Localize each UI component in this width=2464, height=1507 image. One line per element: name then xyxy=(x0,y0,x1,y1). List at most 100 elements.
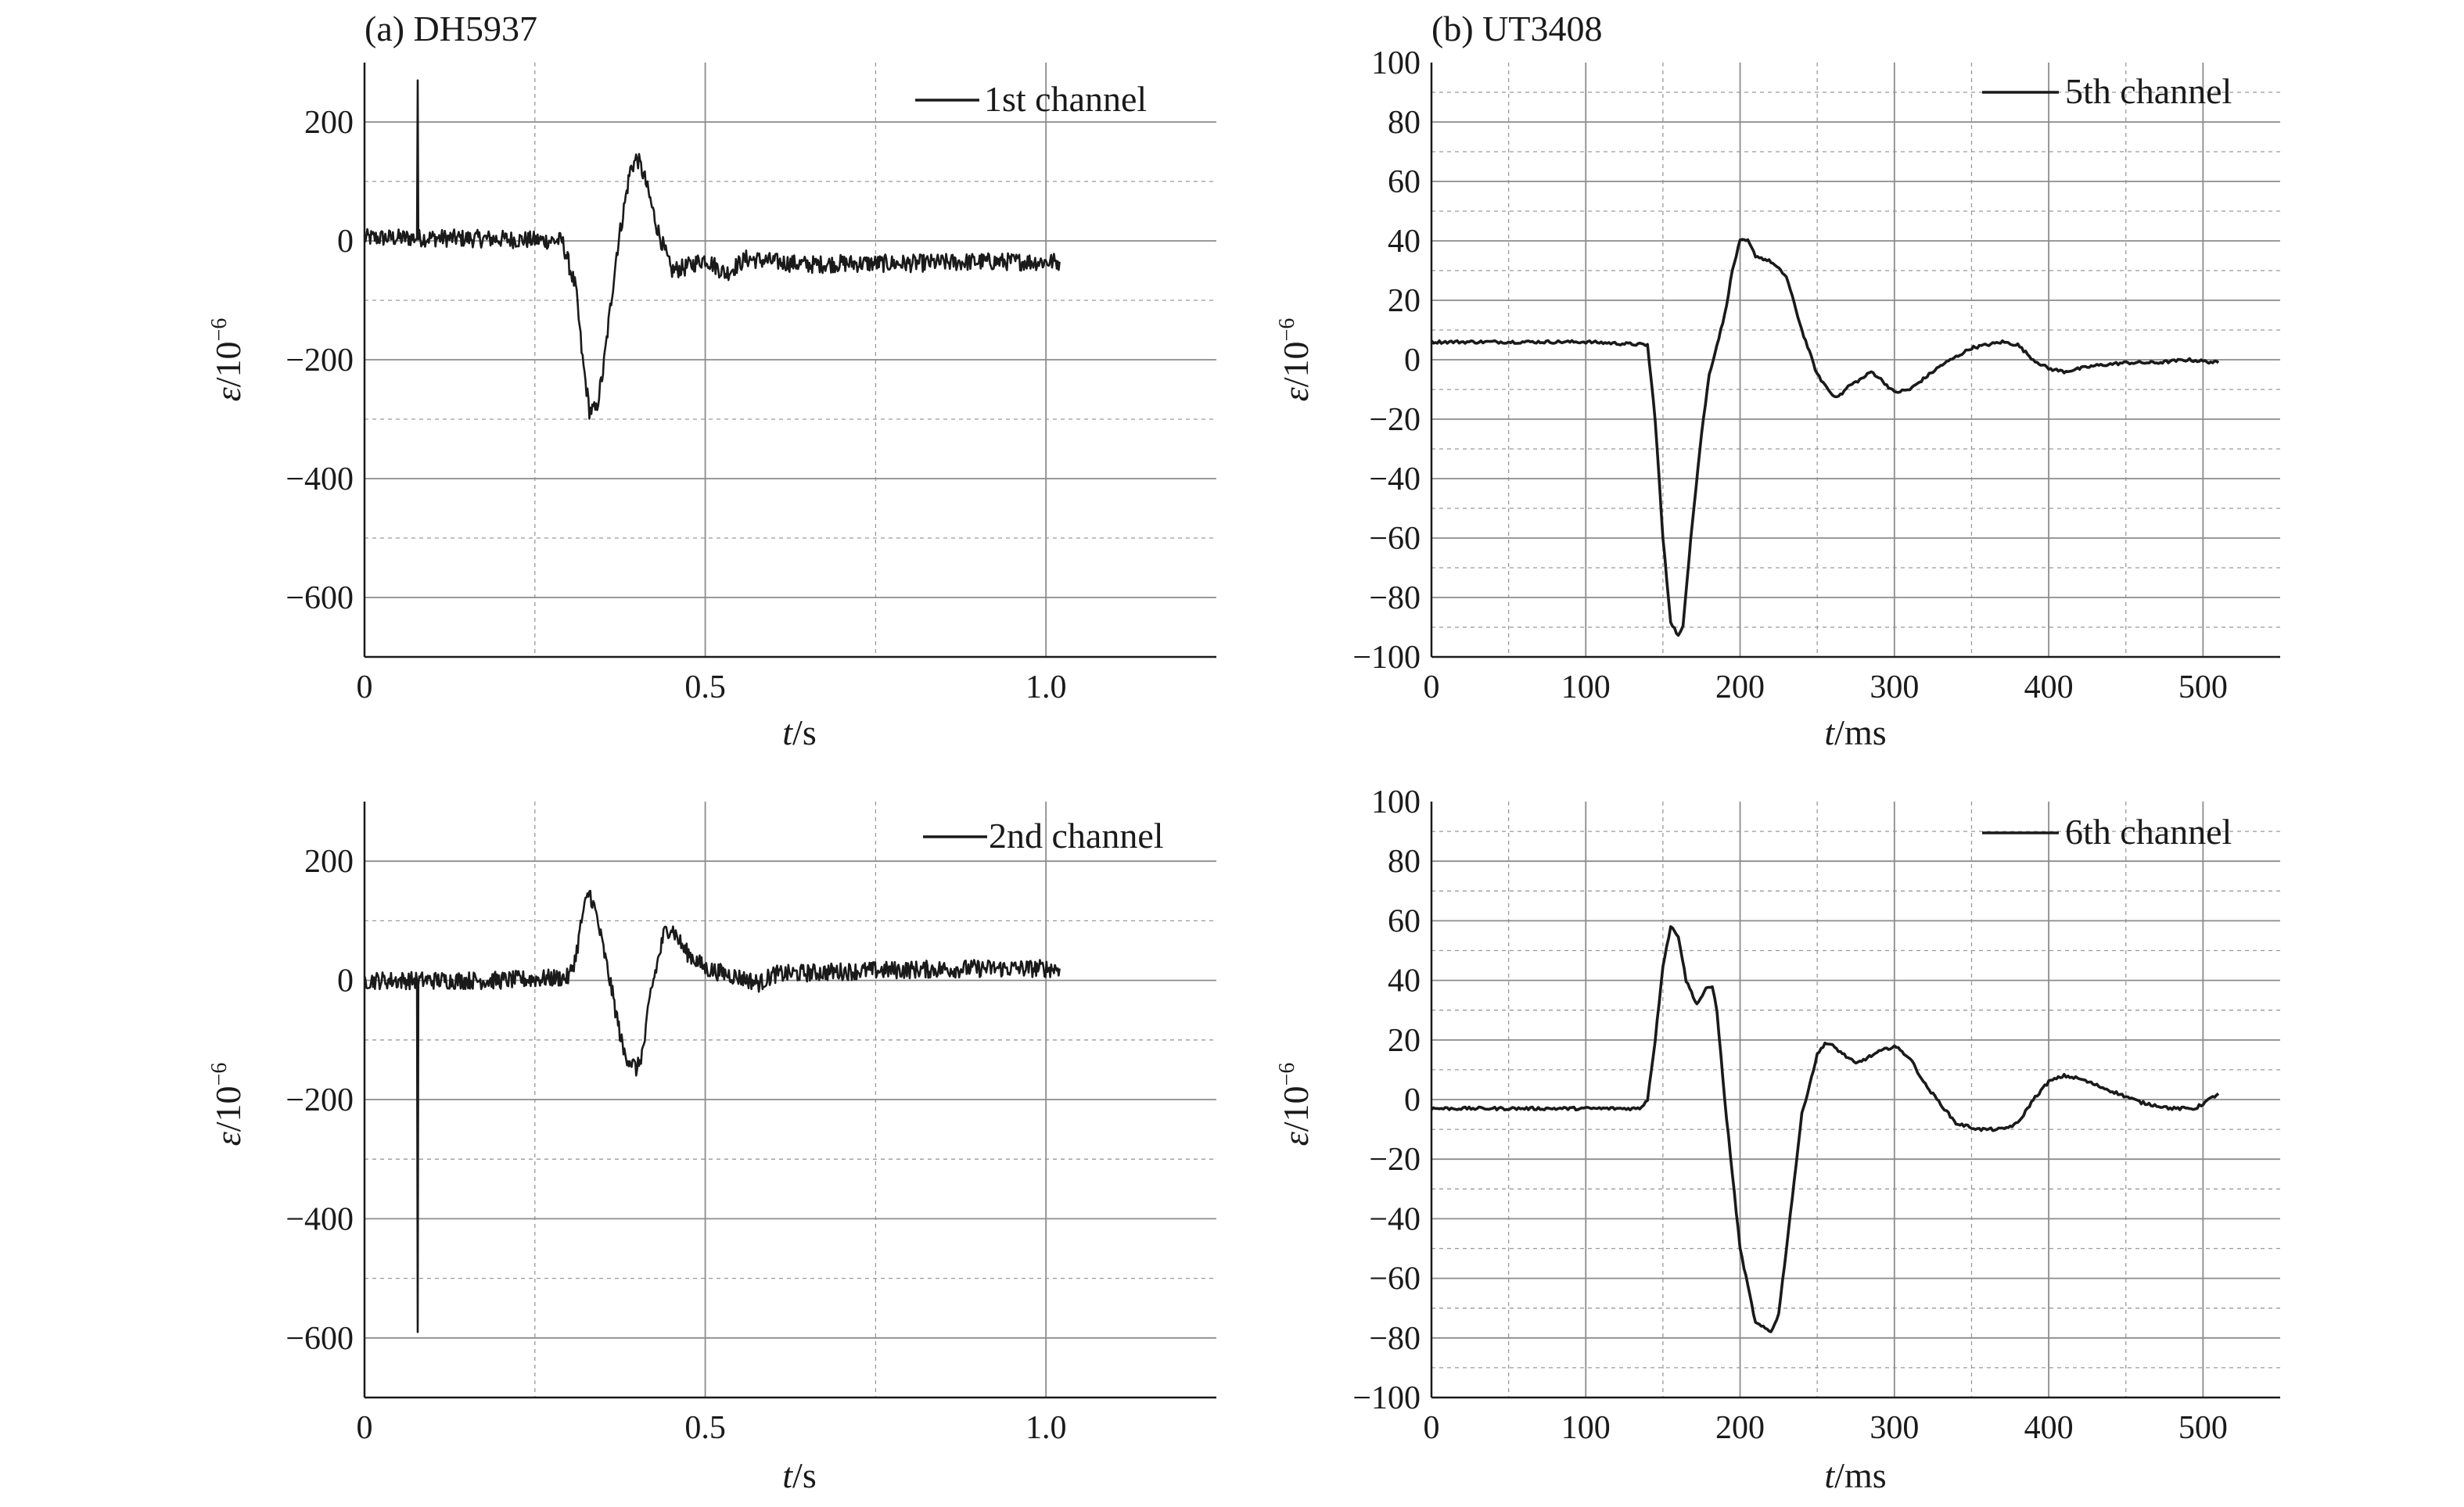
x-tick-label: 0 xyxy=(357,669,373,705)
slash: / xyxy=(208,377,248,387)
x-tick-label: 0 xyxy=(1424,1410,1440,1446)
y-axis-exponent: −6 xyxy=(1275,1063,1299,1086)
y-axis-label: ε/10−6 xyxy=(1275,318,1316,402)
y-tick-label: 0 xyxy=(1404,1082,1421,1118)
x-axis-label: t/s xyxy=(782,712,816,752)
x-tick-label: 0 xyxy=(1424,669,1440,705)
x-axis-unit: ms xyxy=(1844,712,1887,752)
chart-panel-ut3408-channel-5: 0 100 200 300 400 500100806040200−20−40−60−80… xyxy=(1275,9,2280,752)
x-axis-label: t/ms xyxy=(1824,1455,1886,1495)
series-line-2nd-channel xyxy=(363,889,1061,1333)
y-tick-label: −40 xyxy=(1369,1201,1421,1237)
x-tick-label: 300 xyxy=(1870,669,1919,705)
y-tick-label: 200 xyxy=(304,105,354,141)
y-tick-label: −100 xyxy=(1352,1380,1421,1416)
slash: / xyxy=(208,1121,248,1132)
y-axis-symbol: ε xyxy=(208,1131,248,1146)
grid-lines xyxy=(1431,63,2280,657)
y-tick-label: 0 xyxy=(337,224,354,260)
slash: / xyxy=(792,1455,803,1495)
legend: 2nd channel xyxy=(923,816,1164,856)
y-axis-unit: 10 xyxy=(208,341,248,377)
tick-labels: 0 0.5 1.0 200 0 −200 −400 −600 xyxy=(286,844,1066,1446)
series-line-6th-channel xyxy=(1430,925,2220,1333)
y-tick-label: −200 xyxy=(286,1082,354,1118)
y-axis-exponent: −6 xyxy=(207,318,232,342)
x-tick-label: 0.5 xyxy=(684,669,726,705)
grid-lines xyxy=(365,63,1216,657)
series-line xyxy=(1430,925,2220,1333)
y-tick-label: 0 xyxy=(337,963,354,999)
series-line-5th-channel xyxy=(1430,238,2220,637)
y-tick-label: −400 xyxy=(286,1201,354,1237)
y-axis-exponent: −6 xyxy=(207,1063,232,1086)
x-tick-label: 400 xyxy=(2024,1410,2074,1446)
y-axis-unit: 10 xyxy=(1276,341,1316,377)
y-tick-label: −80 xyxy=(1369,1321,1421,1357)
y-axis-symbol: ε xyxy=(1276,1131,1316,1146)
x-axis-unit: s xyxy=(803,1455,817,1495)
y-axis-symbol: ε xyxy=(1276,386,1316,401)
plot-axes-frame xyxy=(363,63,1216,658)
y-axis-exponent: −6 xyxy=(1275,318,1299,342)
plot-axes-frame xyxy=(1430,63,2280,658)
x-axis-label: t/ms xyxy=(1824,712,1886,752)
plot-axes-frame xyxy=(363,802,1216,1399)
x-tick-label: 300 xyxy=(1870,1410,1919,1446)
y-tick-label: −600 xyxy=(286,580,354,616)
x-axis-unit: ms xyxy=(1844,1455,1887,1495)
x-axis-label: t/s xyxy=(782,1455,816,1495)
series-line xyxy=(363,79,1061,420)
y-tick-label: 200 xyxy=(304,844,354,880)
y-axis-unit: 10 xyxy=(1276,1085,1316,1121)
x-tick-label: 0 xyxy=(357,1410,373,1446)
y-tick-label: −20 xyxy=(1369,402,1421,438)
legend: 6th channel xyxy=(1982,812,2232,852)
x-tick-label: 1.0 xyxy=(1025,669,1067,705)
x-tick-label: 500 xyxy=(2178,669,2228,705)
series-line-1st-channel xyxy=(363,79,1061,420)
slash: / xyxy=(1834,712,1844,752)
y-axis-label: ε/10−6 xyxy=(207,318,248,402)
tick-labels: 0 100 200 300 400 500100806040200−20−40−60−80… xyxy=(1352,45,2228,705)
legend-label: 6th channel xyxy=(2065,812,2232,852)
x-tick-label: 0.5 xyxy=(684,1410,726,1446)
y-tick-label: 20 xyxy=(1388,283,1421,319)
y-axis-symbol: ε xyxy=(208,386,248,401)
panel-title: (a) DH5937 xyxy=(365,9,537,48)
y-tick-label: 100 xyxy=(1371,784,1421,820)
tick-labels: 0 0.5 1.0 200 0 −200 −400 −600 xyxy=(286,105,1066,705)
chart-panel-ut3408-channel-6: 0 100 200 300 400 500100806040200−20−40−60−80… xyxy=(1275,784,2280,1495)
x-tick-label: 500 xyxy=(2178,1410,2228,1446)
y-tick-label: −400 xyxy=(286,461,354,497)
y-tick-label: −100 xyxy=(1352,640,1421,676)
y-tick-label: 80 xyxy=(1388,105,1421,141)
y-tick-label: 40 xyxy=(1388,224,1421,260)
x-tick-label: 400 xyxy=(2024,669,2074,705)
legend-label: 5th channel xyxy=(2065,71,2232,111)
slash: / xyxy=(792,712,803,752)
y-tick-label: −60 xyxy=(1369,1261,1421,1297)
legend-label: 2nd channel xyxy=(989,816,1164,856)
y-tick-label: −60 xyxy=(1369,521,1421,557)
x-tick-label: 200 xyxy=(1715,1410,1765,1446)
y-tick-label: 80 xyxy=(1388,844,1421,880)
y-tick-label: 20 xyxy=(1388,1023,1421,1059)
x-axis-unit: s xyxy=(803,712,817,752)
series-line xyxy=(363,889,1061,1333)
x-axis-symbol: t xyxy=(782,1455,793,1495)
y-tick-label: −600 xyxy=(286,1321,354,1357)
legend: 5th channel xyxy=(1982,71,2232,111)
grid-lines xyxy=(365,802,1216,1398)
legend-label: 1st channel xyxy=(984,79,1147,119)
chart-panel-dh5937-channel-1: 0 0.5 1.0 200 0 −200 −400 −600 (a) DH5937 1st c… xyxy=(207,9,1216,752)
y-axis-label: ε/10−6 xyxy=(1275,1063,1316,1146)
x-tick-label: 200 xyxy=(1715,669,1765,705)
panel-title: (b) UT3408 xyxy=(1431,9,1602,48)
slash: / xyxy=(1834,1455,1844,1495)
y-tick-label: 0 xyxy=(1404,343,1421,379)
y-tick-label: −40 xyxy=(1369,461,1421,497)
y-tick-label: −80 xyxy=(1369,580,1421,616)
